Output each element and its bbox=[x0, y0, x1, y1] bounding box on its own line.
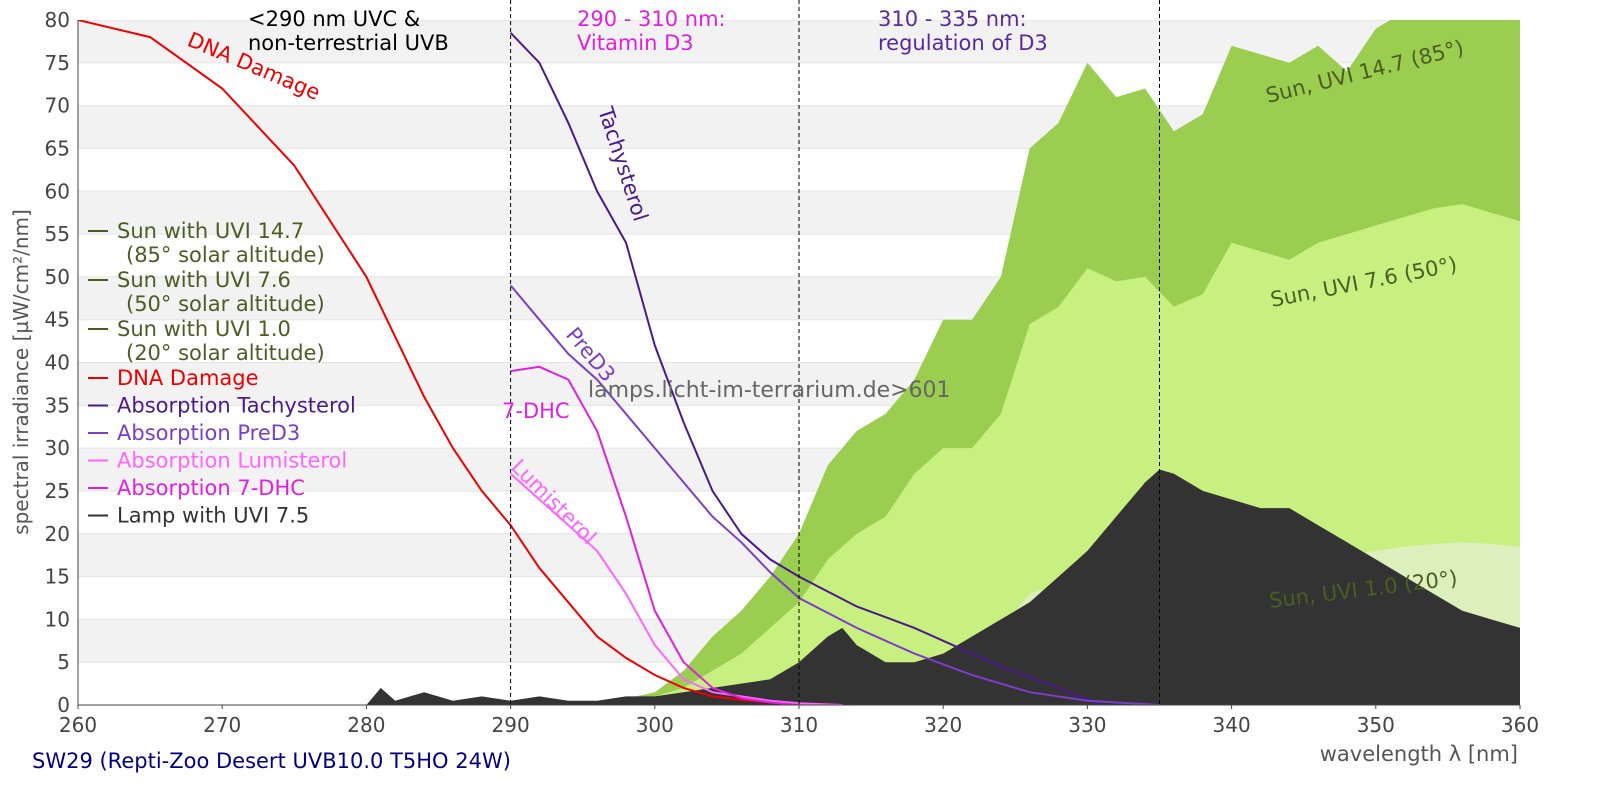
y-tick-label: 50 bbox=[45, 265, 70, 289]
x-tick-label: 360 bbox=[1501, 713, 1539, 737]
text-line: Sun with UVI 7.6 bbox=[117, 268, 291, 292]
y-tick-label: 40 bbox=[45, 351, 70, 375]
text-line: DNA Damage bbox=[117, 366, 259, 390]
legend-entry: Sun with UVI 14.7 (85° solar altitude) bbox=[117, 219, 325, 267]
watermark: lamps.licht-im-terrarium.de>601 bbox=[588, 378, 951, 403]
x-tick-label: 290 bbox=[492, 713, 530, 737]
text-line: <290 nm UVC & bbox=[248, 7, 420, 31]
y-tick-label: 55 bbox=[45, 222, 70, 246]
line-series bbox=[509, 284, 1160, 705]
y-tick-label: 35 bbox=[45, 393, 70, 417]
y-tick-label: 10 bbox=[45, 607, 70, 631]
x-tick-label: 320 bbox=[924, 713, 962, 737]
legend-entry: Sun with UVI 1.0 (20° solar altitude) bbox=[117, 317, 325, 365]
plot-area bbox=[78, 20, 1520, 705]
y-tick-label: 20 bbox=[45, 522, 70, 546]
y-tick-label: 15 bbox=[45, 565, 70, 589]
y-tick-label: 75 bbox=[45, 51, 70, 75]
y-tick-label: 65 bbox=[45, 136, 70, 160]
x-tick-label: 280 bbox=[347, 713, 385, 737]
curve-label: 7-DHC bbox=[502, 399, 570, 423]
line-series bbox=[509, 32, 1103, 705]
x-tick-label: 330 bbox=[1068, 713, 1106, 737]
grid-band bbox=[78, 20, 1520, 63]
text-line: (20° solar altitude) bbox=[126, 341, 325, 365]
text-line: Lamp with UVI 7.5 bbox=[117, 504, 309, 528]
text-line: Absorption 7-DHC bbox=[117, 476, 305, 500]
x-tick-label: 270 bbox=[203, 713, 241, 737]
region-label: 290 - 310 nm: Vitamin D3 bbox=[577, 7, 726, 55]
line-series bbox=[509, 473, 843, 705]
y-tick-label: 60 bbox=[45, 179, 70, 203]
legend-entry: Absorption 7-DHC bbox=[117, 476, 305, 500]
text-line: non-terrestrial UVB bbox=[248, 31, 449, 55]
legend-entry: Absorption Lumisterol bbox=[117, 449, 347, 473]
x-tick-label: 310 bbox=[780, 713, 818, 737]
legend-entry: Lamp with UVI 7.5 bbox=[117, 504, 309, 528]
text-line: (50° solar altitude) bbox=[126, 292, 325, 316]
text-line: 290 - 310 nm: bbox=[577, 7, 726, 31]
y-tick-label: 70 bbox=[45, 94, 70, 118]
legend-entry: Sun with UVI 7.6 (50° solar altitude) bbox=[117, 268, 325, 316]
x-tick-label: 350 bbox=[1357, 713, 1395, 737]
x-tick-label: 300 bbox=[636, 713, 674, 737]
y-tick-label: 45 bbox=[45, 308, 70, 332]
x-tick-label: 260 bbox=[59, 713, 97, 737]
footer: SW29 (Repti-Zoo Desert UVB10.0 T5HO 24W) bbox=[32, 749, 511, 773]
x-axis-label: wavelength λ [nm] bbox=[1320, 742, 1518, 766]
text-line: Sun with UVI 1.0 bbox=[117, 317, 291, 341]
area-series bbox=[366, 469, 1520, 705]
text-line: Sun with UVI 14.7 bbox=[117, 219, 304, 243]
text-line: Vitamin D3 bbox=[577, 31, 694, 55]
y-tick-label: 25 bbox=[45, 479, 70, 503]
region-label: 310 - 335 nm: regulation of D3 bbox=[878, 7, 1048, 55]
y-axis-label: spectral irradiance [µW/cm²/nm] bbox=[9, 209, 33, 535]
text-line: regulation of D3 bbox=[878, 31, 1048, 55]
legend-entry: Absorption PreD3 bbox=[117, 421, 300, 445]
y-tick-label: 0 bbox=[57, 693, 70, 717]
legend-entry: DNA Damage bbox=[117, 366, 259, 390]
y-tick-label: 30 bbox=[45, 436, 70, 460]
line-series bbox=[78, 20, 828, 705]
text-line: Absorption Tachysterol bbox=[117, 394, 356, 418]
text-line: 310 - 335 nm: bbox=[878, 7, 1027, 31]
y-tick-label: 80 bbox=[45, 8, 70, 32]
text-line: (85° solar altitude) bbox=[126, 243, 325, 267]
y-tick-label: 5 bbox=[57, 650, 70, 674]
region-label: <290 nm UVC & non-terrestrial UVB bbox=[248, 7, 449, 55]
line-series bbox=[510, 365, 800, 705]
text-line: Absorption PreD3 bbox=[117, 421, 300, 445]
text-line: Absorption Lumisterol bbox=[117, 449, 347, 473]
legend-entry: Absorption Tachysterol bbox=[117, 394, 356, 418]
x-tick-label: 340 bbox=[1213, 713, 1251, 737]
